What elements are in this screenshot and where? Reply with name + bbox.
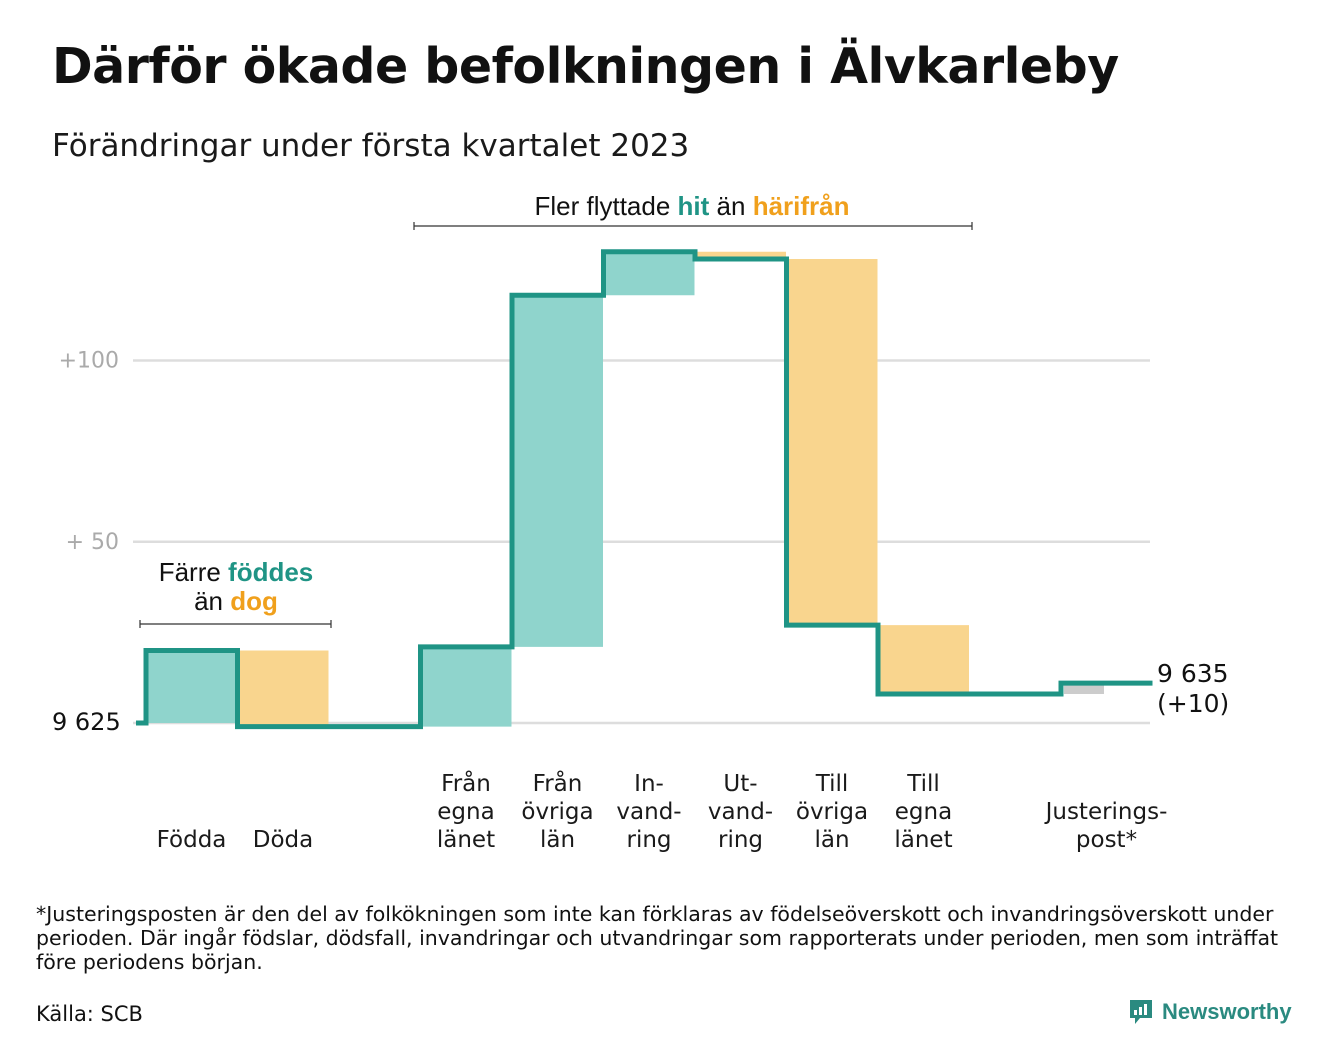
bar <box>603 251 695 296</box>
bar <box>512 295 603 647</box>
y-tick-label: + 50 <box>66 530 119 555</box>
start-value-label: 9 625 <box>52 708 121 736</box>
bar <box>1064 683 1104 694</box>
end-value-label: 9 635 <box>1157 659 1229 688</box>
footnote: *Justeringsposten är den del av folkökni… <box>36 902 1279 974</box>
chart-title: Därför ökade befolkningen i Älvkarleby <box>52 38 1119 95</box>
births-annotation-line2: än dog <box>194 586 278 616</box>
bar <box>420 646 512 727</box>
bar <box>695 251 786 259</box>
category-label: Till <box>815 771 849 797</box>
bar <box>146 650 237 723</box>
y-tick-label: +100 <box>59 349 119 374</box>
category-label: post* <box>1076 827 1137 853</box>
category-label: egna <box>895 799 952 825</box>
migration-annotation: Fler flyttade hit än härifrån <box>534 191 849 221</box>
running-total-line <box>136 249 1153 730</box>
migration-bracket <box>413 222 973 230</box>
category-label: länet <box>894 827 952 853</box>
category-label: Från <box>441 769 491 797</box>
bar <box>786 259 878 626</box>
newsworthy-logo-icon <box>1130 1000 1152 1024</box>
category-label: Döda <box>253 827 313 853</box>
category-label: övriga <box>796 799 868 825</box>
annotation-text: än <box>194 586 230 616</box>
step-line <box>136 249 1153 730</box>
births-annotation-line1: Färre föddes <box>159 557 314 587</box>
category-label: Justerings- <box>1044 799 1168 825</box>
category-label: In- <box>634 771 664 797</box>
annotation-highlight-in: föddes <box>228 557 313 587</box>
waterfall-chart: + 50+100 Födda DödaFrånegnalänetFrånövrig… <box>52 191 1229 853</box>
annotation-text: Färre <box>159 557 228 587</box>
annotation-text: Fler flyttade <box>534 191 677 221</box>
chart-subtitle: Förändringar under första kvartalet 2023 <box>52 128 690 164</box>
category-label: Ut- <box>723 771 757 797</box>
category-label: ring <box>626 827 671 853</box>
end-change-label: (+10) <box>1157 689 1229 718</box>
brand-logo: Newsworthy <box>1128 998 1292 1026</box>
bar <box>878 625 969 694</box>
category-label: Från <box>533 769 583 797</box>
brand-name: Newsworthy <box>1162 999 1292 1024</box>
category-label: vand- <box>708 799 773 825</box>
annotation-highlight-out: härifrån <box>753 191 850 221</box>
category-label: län <box>814 827 849 853</box>
annotation-text: än <box>709 191 752 221</box>
bar <box>237 650 329 727</box>
category-label: län <box>540 827 575 853</box>
category-label: Till <box>906 771 940 797</box>
category-label: länet <box>437 827 495 853</box>
annotation-highlight-out: dog <box>230 586 278 616</box>
births-bracket <box>139 620 332 628</box>
category-labels: Födda DödaFrånegnalänetFrånövrigalänIn-va… <box>157 769 1168 853</box>
category-label: övriga <box>521 799 593 825</box>
category-label: vand- <box>616 799 681 825</box>
bars <box>146 251 1104 727</box>
category-label: ring <box>718 827 763 853</box>
annotation-highlight-in: hit <box>678 191 710 221</box>
source-label: Källa: SCB <box>36 1002 143 1026</box>
category-label: Födda <box>157 827 227 853</box>
category-label: egna <box>437 799 494 825</box>
